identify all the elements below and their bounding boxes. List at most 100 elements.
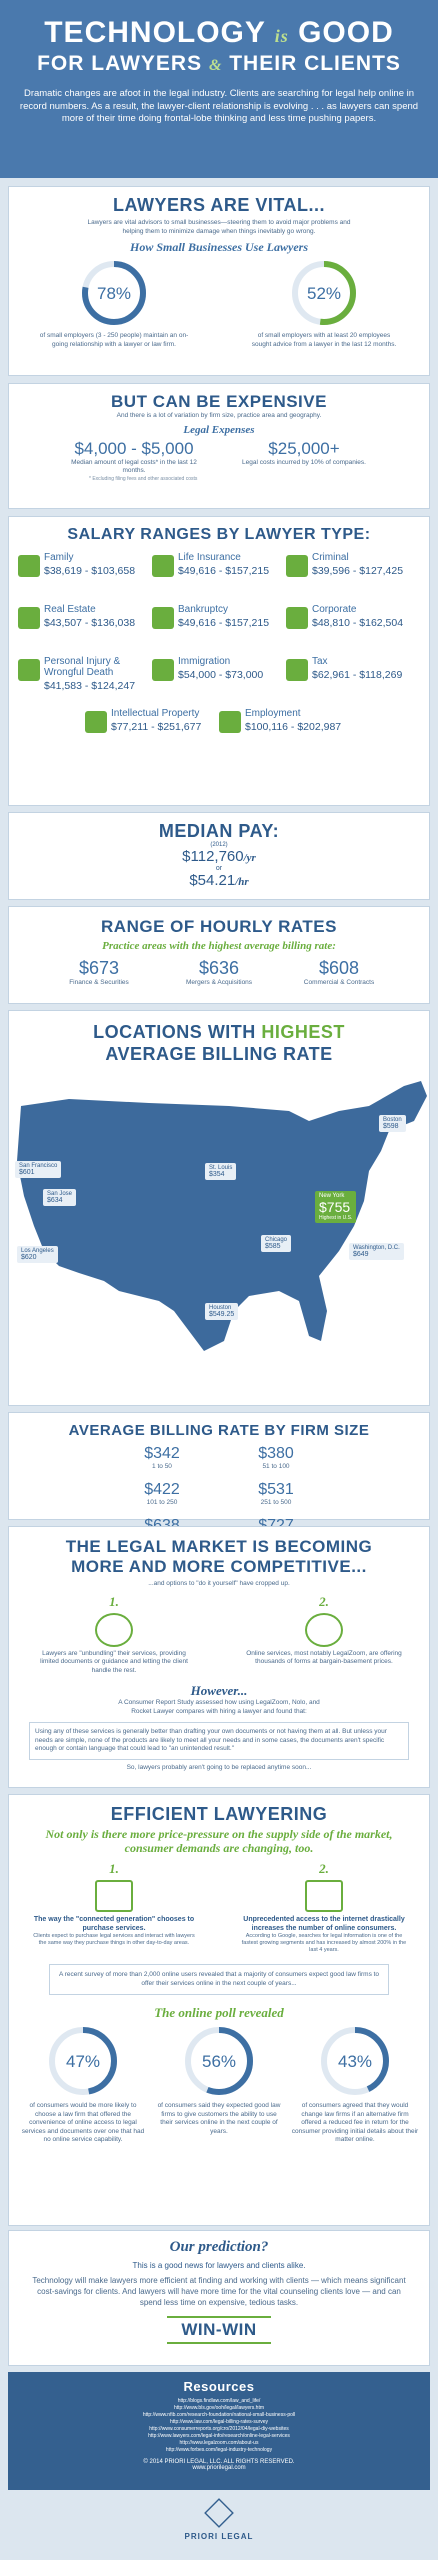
salary-text: Criminal $39,596 - $127,425 — [312, 552, 403, 604]
title-line: FOR LAWYERS & THEIR CLIENTS — [0, 52, 438, 76]
city-name: Los Angeles — [21, 1248, 54, 1254]
salary-type: Intellectual Property — [111, 708, 200, 719]
point-heading: The way the "connected generation" choos… — [33, 1916, 195, 1932]
salary-item: Family $38,619 - $103,658 — [18, 552, 152, 604]
salary-icon — [18, 607, 40, 629]
city-label: Washington, D.C. $649 — [349, 1243, 404, 1260]
ring: 78% — [82, 261, 146, 325]
salary-grid: Family $38,619 - $103,658 Life Insurance $4… — [9, 552, 429, 760]
city-name: St. Louis — [209, 1165, 233, 1171]
stat: $4,000 - $5,000 Median amount of legal co… — [64, 439, 204, 476]
firm-size-section: AVERAGE BILLING RATE BY FIRM SIZE $342 1 t… — [8, 1412, 430, 1542]
point-number: 1. — [109, 1861, 119, 1876]
rate: $673 Finance & Securities — [44, 958, 154, 988]
salary-text: Bankruptcy $49,616 - $157,215 — [178, 604, 269, 656]
firm-rate: $342 1 to 50 — [105, 1445, 219, 1481]
rate: $608 Commercial & Contracts — [284, 958, 394, 988]
title-part: HIGHEST — [261, 1022, 345, 1042]
salary-text: Real Estate $43,507 - $136,038 — [44, 604, 135, 656]
section-title: LOCATIONS WITH HIGHEST AVERAGE BILLING RA… — [9, 1021, 429, 1065]
salary-type: Corporate — [312, 604, 357, 615]
badge: WIN-WIN — [167, 2316, 271, 2344]
salary-range: $49,616 - $157,215 — [178, 617, 270, 629]
section-title: EFFICIENT LAWYERING — [110, 1804, 328, 1824]
section-title: BUT CAN BE EXPENSIVE — [111, 392, 327, 411]
resource-link: http://www.law.com/legal-billing-rates-s… — [169, 2419, 269, 2425]
pay-unit: /yr — [243, 852, 256, 864]
city-name: Washington, D.C. — [353, 1245, 400, 1251]
section-subtitle: How Small Businesses Use Lawyers — [129, 240, 309, 254]
survey: A recent survey of more than 2,000 onlin… — [49, 1964, 389, 1995]
salary-icon — [18, 555, 40, 577]
rate-value: $342 — [144, 1445, 180, 1462]
rate: $636 Mergers & Acquisitions — [164, 958, 274, 988]
point-text: Lawyers are "unbundling" their services,… — [40, 1649, 188, 1674]
salary-text: Personal Injury & Wrongful Death $41,583 … — [44, 656, 152, 708]
poll-stat: 56% of consumers said they expected good … — [155, 2025, 283, 2145]
firm-size: 101 to 250 — [146, 1499, 178, 1506]
poll-row: 47% of consumers would be more likely to … — [9, 2025, 429, 2145]
rate-value: $608 — [318, 958, 360, 978]
salary-range: $77,211 - $251,677 — [111, 721, 202, 733]
salary-text: Employment $100,116 - $202,987 — [245, 708, 341, 760]
salary-range: $39,596 - $127,425 — [312, 565, 404, 577]
city-rate: $601 — [19, 1169, 35, 1176]
section-title: Our prediction? — [169, 2239, 269, 2255]
rate-value: $422 — [144, 1481, 180, 1498]
section-subtitle: Not only is there more price-pressure on… — [45, 1827, 393, 1855]
title-word: TECHNOLOGY — [44, 16, 266, 49]
poll-title: The online poll revealed — [154, 2005, 284, 2020]
header: TECHNOLOGY is GOOD FOR LAWYERS & THEIR CL… — [0, 0, 438, 178]
salary-text: Immigration $54,000 - $73,000 — [178, 656, 263, 708]
firm-rate: $380 51 to 100 — [219, 1445, 333, 1481]
ring-arc — [49, 2027, 117, 2095]
stat: 52% of small employers with at least 20 e… — [249, 259, 399, 349]
salary-type: Family — [44, 552, 74, 563]
ring-arc — [321, 2027, 389, 2095]
section-title: Resources — [183, 2379, 255, 2394]
ring-label: 43% — [338, 2052, 372, 2071]
point-icon — [95, 1880, 133, 1912]
city-name: New York — [319, 1193, 345, 1199]
point: 1. The way the "connected generation" cho… — [29, 1861, 199, 1954]
points-row: 1. Lawyers are "unbundling" their service… — [9, 1594, 429, 1676]
resource-link: http://www.forbes.com/legal-industry-tec… — [165, 2447, 273, 2453]
city-label: Houston $549.25 — [205, 1303, 239, 1320]
salary-icon — [152, 659, 174, 681]
city-rate: $549.25 — [209, 1311, 235, 1318]
vital-section: LAWYERS ARE VITAL... Lawyers are vital ad… — [8, 186, 430, 376]
salary-icon — [286, 555, 308, 577]
stats-row: 78% of small employers (3 - 250 people) m… — [9, 259, 429, 349]
resources-section: Resources http://blogs.findlaw.com/law_an… — [8, 2372, 430, 2490]
section-subtitle: Legal Expenses — [183, 423, 255, 436]
salary-item: Immigration $54,000 - $73,000 — [152, 656, 286, 708]
ring-arc — [185, 2027, 253, 2095]
ring-label: 52% — [307, 284, 341, 303]
salary-icon — [286, 659, 308, 681]
stat-caption: Legal costs incurred by 10% of companies… — [242, 458, 366, 466]
stat: $25,000+ Legal costs incurred by 10% of c… — [234, 439, 374, 476]
city-rate: $649 — [353, 1251, 369, 1258]
point-text: Clients expect to purchase legal service… — [33, 1933, 195, 1946]
ring: 56% — [185, 2027, 253, 2095]
salary-icon — [152, 607, 174, 629]
firm-size: 251 to 500 — [260, 1499, 292, 1506]
poll-caption: of consumers agreed that they would chan… — [291, 2102, 419, 2143]
salary-item: Personal Injury & Wrongful Death $41,583 … — [18, 656, 152, 708]
firm-rate: $422 101 to 250 — [105, 1481, 219, 1517]
city-rate: $755 — [319, 1199, 351, 1215]
salary-item: Employment $100,116 - $202,987 — [219, 708, 353, 760]
salary-item: Real Estate $43,507 - $136,038 — [18, 604, 152, 656]
section-title: AVERAGE BILLING RATE BY FIRM SIZE — [68, 1422, 370, 1439]
ring: 47% — [49, 2027, 117, 2095]
conclusion: So, lawyers probably aren't going to be … — [126, 1763, 312, 1771]
ring-arc — [292, 261, 356, 325]
salary-range: $62,961 - $118,269 — [312, 669, 403, 681]
resource-link: http://www.legalzoom.com/about-us — [179, 2440, 259, 2446]
salary-text: Tax $62,961 - $118,269 — [312, 656, 402, 708]
section-title: LAWYERS ARE VITAL... — [112, 195, 325, 215]
poll-caption: of consumers said they expected good law… — [157, 2102, 281, 2135]
locations-section: LOCATIONS WITH HIGHEST AVERAGE BILLING RA… — [8, 1010, 430, 1406]
rate-area: Commercial & Contracts — [303, 979, 375, 986]
resource-link: http://www.consumerreports.org/cro/2012/… — [149, 2426, 289, 2432]
